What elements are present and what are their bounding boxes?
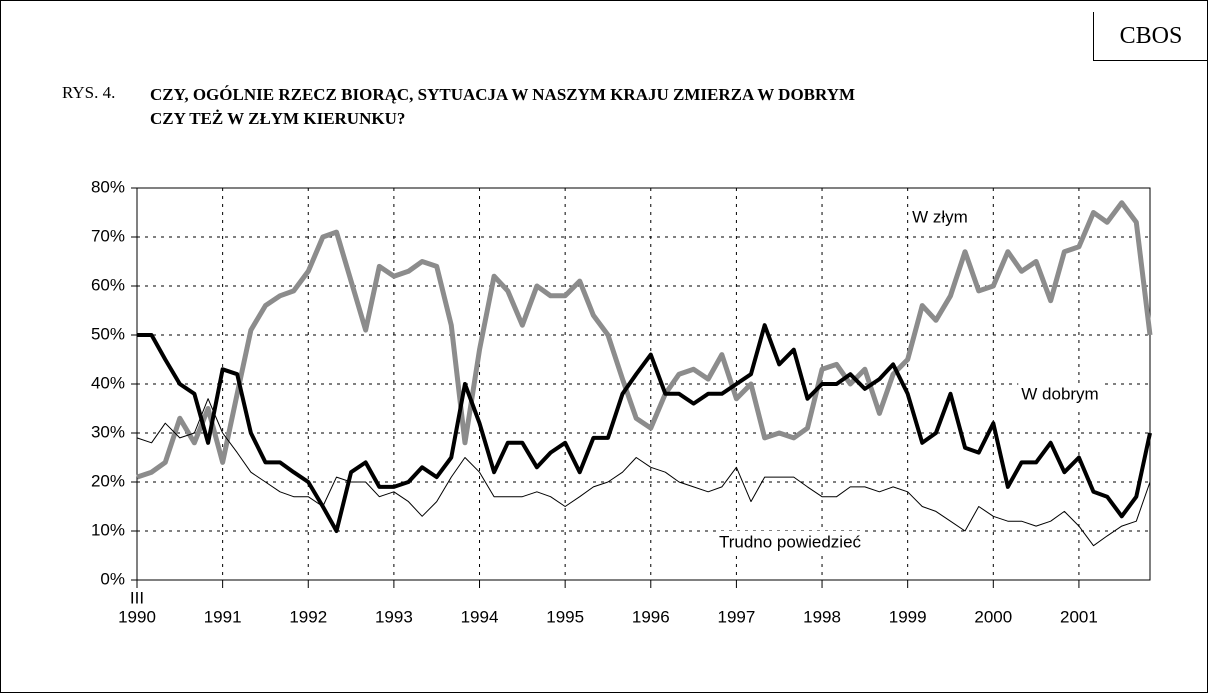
y-tick-label: 50% — [91, 324, 125, 343]
y-tick-label: 20% — [91, 471, 125, 490]
x-tick-label: 2001 — [1060, 607, 1098, 626]
x-tick-label: 1990 — [118, 607, 156, 626]
x-tick-label: 1994 — [461, 607, 499, 626]
series-label: Trudno powiedzieć — [719, 532, 862, 551]
y-tick-label: 0% — [100, 569, 125, 588]
label-background — [909, 206, 971, 230]
y-tick-label: 70% — [91, 226, 125, 245]
series-label: W złym — [912, 207, 968, 226]
x-start-label: III — [130, 588, 144, 607]
y-tick-label: 10% — [91, 520, 125, 539]
y-tick-label: 60% — [91, 275, 125, 294]
x-tick-label: 1997 — [717, 607, 755, 626]
plot-frame — [136, 187, 1151, 581]
series-line — [137, 323, 1152, 533]
x-tick-label: 1993 — [375, 607, 413, 626]
series-line — [136, 200, 1153, 480]
series-label: W dobrym — [1021, 384, 1098, 403]
title-line: CZY, OGÓLNIE RZECZ BIORĄC, SYTUACJA W NA… — [150, 85, 856, 104]
chart-title: CZY, OGÓLNIE RZECZ BIORĄC, SYTUACJA W NA… — [150, 83, 855, 131]
title-line: CZY TEŻ W ZŁYM KIERUNKU? — [150, 109, 406, 128]
series-line — [136, 398, 1151, 547]
x-tick-label: 1996 — [632, 607, 670, 626]
figure-label: RYS. 4. — [62, 83, 116, 102]
y-tick-label: 30% — [91, 422, 125, 441]
brand-box: CBOS — [1093, 12, 1208, 61]
x-tick-label: 1999 — [889, 607, 927, 626]
label-background — [715, 531, 865, 555]
x-tick-label: 1992 — [289, 607, 327, 626]
x-tick-label: 1995 — [546, 607, 584, 626]
x-tick-label: 1991 — [204, 607, 242, 626]
y-tick-label: 80% — [91, 177, 125, 196]
x-tick-label: 1998 — [803, 607, 841, 626]
x-tick-label: 2000 — [974, 607, 1012, 626]
y-tick-label: 40% — [91, 373, 125, 392]
label-background — [1018, 383, 1102, 407]
